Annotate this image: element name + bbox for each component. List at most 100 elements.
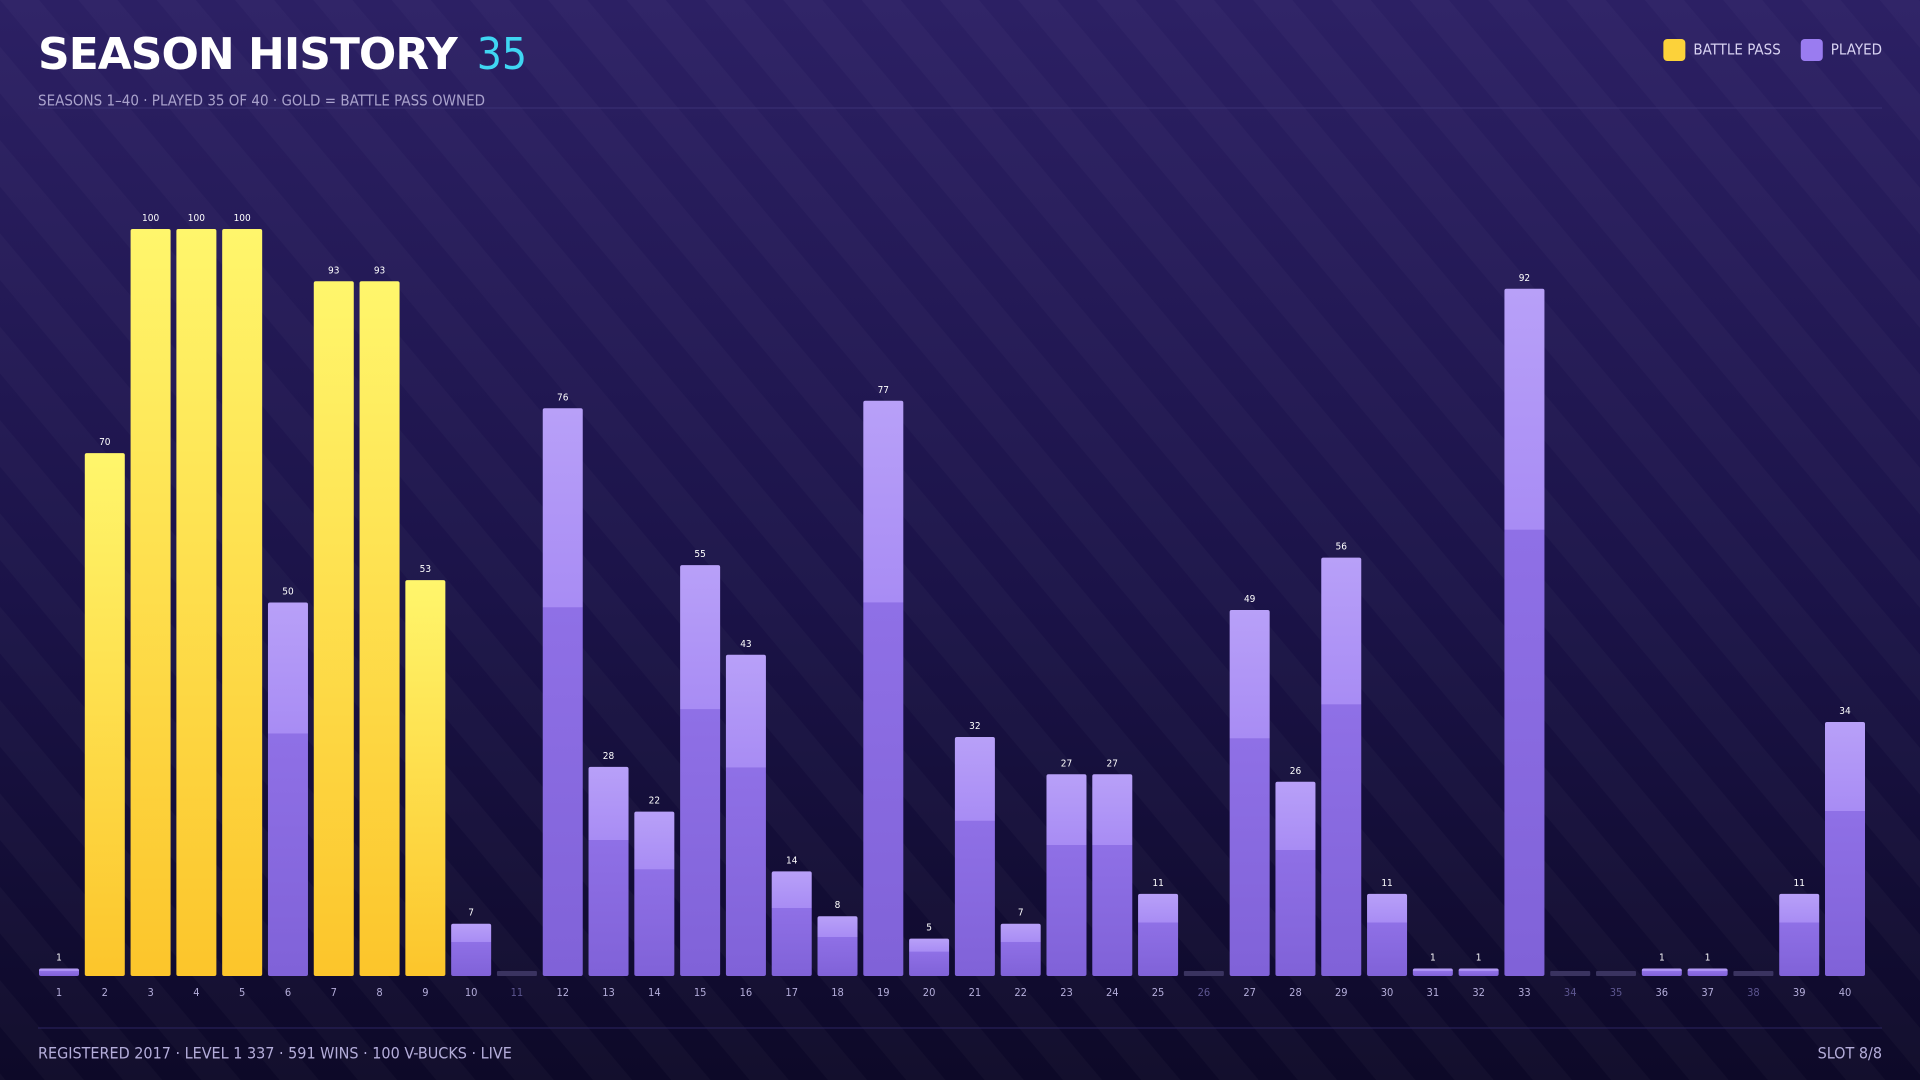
value-label: 77 [878, 385, 889, 396]
season-count: 35 [477, 29, 527, 80]
value-label: 14 [786, 855, 798, 866]
x-tick-label: 28 [1289, 986, 1302, 999]
value-label: 5 [926, 923, 932, 934]
value-label: 7 [468, 908, 474, 919]
value-label: 11 [1381, 878, 1392, 889]
bar [84, 453, 125, 977]
value-label: 100 [188, 213, 205, 224]
x-tick-label: 12 [556, 986, 569, 999]
value-label: 1 [1705, 953, 1711, 964]
value-label: 50 [282, 587, 294, 598]
value-label: 56 [1336, 542, 1348, 553]
bar [588, 766, 629, 976]
value-label: 26 [1290, 766, 1302, 777]
title: SEASON HISTORY [38, 29, 459, 80]
x-tick-label: 35 [1610, 986, 1623, 999]
value-label: 34 [1839, 706, 1851, 717]
x-tick-label: 14 [648, 986, 661, 999]
bar [130, 229, 171, 976]
legend-label: BATTLE PASS [1693, 41, 1780, 59]
value-label: 7 [1018, 908, 1024, 919]
value-label: 92 [1519, 273, 1530, 284]
unplayed-stub [496, 971, 537, 976]
bar [176, 229, 217, 976]
x-tick-label: 34 [1564, 986, 1577, 999]
value-label: 1 [1659, 953, 1665, 964]
bar [1138, 893, 1179, 976]
value-label: 55 [694, 549, 705, 560]
bar [954, 736, 995, 976]
value-label: 100 [234, 213, 251, 224]
bar [451, 923, 492, 976]
value-label: 43 [740, 639, 751, 650]
x-tick-label: 21 [969, 986, 982, 999]
x-tick-label: 40 [1839, 986, 1852, 999]
value-label: 8 [835, 900, 841, 911]
x-tick-label: 13 [602, 986, 615, 999]
bar [909, 938, 950, 976]
bar [1229, 609, 1270, 976]
value-label: 1 [1476, 953, 1482, 964]
x-tick-label: 17 [785, 986, 798, 999]
bar [313, 281, 354, 976]
bar [1000, 923, 1041, 976]
unplayed-stub [1733, 971, 1774, 976]
x-tick-label: 2 [102, 986, 108, 999]
footer-slot: SLOT 8/8 [1818, 1044, 1882, 1063]
legend-swatch [1800, 39, 1823, 61]
bar [39, 968, 79, 976]
x-tick-label: 29 [1335, 986, 1348, 999]
value-label: 1 [1430, 953, 1436, 964]
value-label: 27 [1107, 758, 1118, 769]
value-label: 70 [99, 437, 111, 448]
value-label: 100 [142, 213, 159, 224]
legend-swatch [1663, 39, 1686, 61]
bar [359, 281, 400, 976]
x-tick-label: 19 [877, 986, 890, 999]
bar [1367, 893, 1408, 976]
bar [1275, 781, 1316, 976]
footer-stats: REGISTERED 2017 · LEVEL 1 337 · 591 WINS… [38, 1044, 512, 1063]
bar [542, 408, 583, 976]
x-tick-label: 27 [1243, 986, 1256, 999]
bar [222, 229, 263, 976]
x-tick-label: 23 [1060, 986, 1073, 999]
subtitle: SEASONS 1–40 · PLAYED 35 OF 40 · GOLD = … [38, 92, 485, 110]
bar [1504, 288, 1545, 976]
unplayed-stub [1550, 971, 1591, 976]
x-tick-label: 15 [694, 986, 707, 999]
x-tick-label: 9 [422, 986, 428, 999]
bar [1321, 557, 1362, 976]
bar [817, 916, 858, 976]
x-tick-label: 25 [1152, 986, 1165, 999]
x-tick-label: 38 [1747, 986, 1760, 999]
x-tick-label: 16 [740, 986, 753, 999]
bar [1687, 968, 1728, 976]
value-label: 1 [56, 953, 62, 964]
x-tick-label: 36 [1656, 986, 1669, 999]
x-tick-label: 4 [193, 986, 199, 999]
x-tick-label: 10 [465, 986, 478, 999]
value-label: 22 [649, 796, 660, 807]
x-tick-label: 33 [1518, 986, 1531, 999]
unplayed-stub [1183, 971, 1224, 976]
bar [771, 871, 812, 976]
x-tick-label: 32 [1472, 986, 1485, 999]
legend-label: PLAYED [1831, 41, 1882, 59]
bar [634, 811, 675, 976]
x-tick-label: 30 [1381, 986, 1394, 999]
x-tick-label: 3 [147, 986, 153, 999]
bar [1092, 774, 1133, 976]
value-label: 27 [1061, 758, 1072, 769]
x-tick-label: 22 [1014, 986, 1027, 999]
x-tick-label: 26 [1198, 986, 1211, 999]
x-tick-label: 18 [831, 986, 844, 999]
bar [680, 565, 721, 976]
bar [267, 602, 308, 976]
value-label: 93 [374, 265, 385, 276]
x-tick-label: 5 [239, 986, 245, 999]
x-tick-label: 24 [1106, 986, 1119, 999]
